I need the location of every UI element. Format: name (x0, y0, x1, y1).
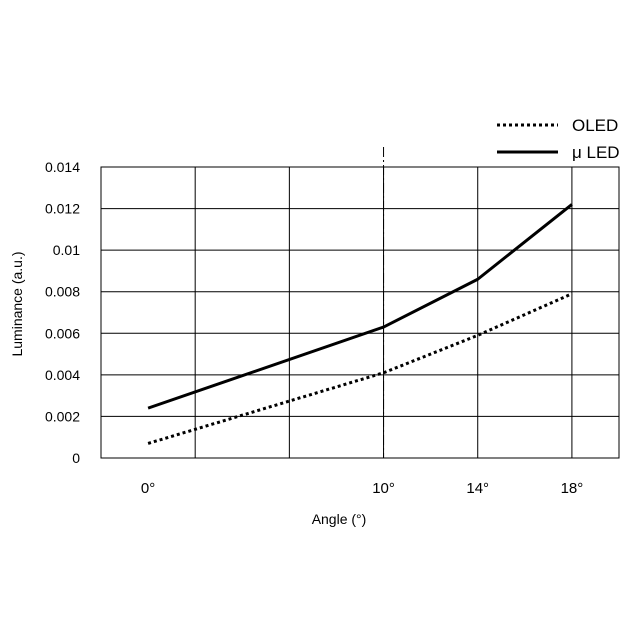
legend-label-uled: μ LED (572, 143, 620, 162)
x-tick-label: 14° (466, 480, 489, 497)
y-tick-labels: 0 0.002 0.004 0.006 0.008 0.01 0.012 0.014 (45, 159, 80, 466)
series-line-oled (148, 294, 572, 444)
series-line-uled (148, 204, 572, 408)
y-tick-label: 0.002 (45, 408, 80, 424)
y-tick-label: 0.01 (53, 242, 80, 258)
legend-label-oled: OLED (572, 116, 618, 135)
y-tick-label: 0 (72, 450, 80, 466)
x-axis-title: Angle (°) (312, 511, 367, 527)
y-tick-label: 0.014 (45, 159, 80, 175)
grid-lines (101, 167, 619, 458)
x-tick-label: 10° (372, 480, 395, 497)
x-tick-labels: 0° 10° 14° 18° (141, 480, 583, 497)
y-tick-label: 0.004 (45, 367, 80, 383)
x-tick-label: 0° (141, 480, 155, 497)
plot-frame (101, 167, 619, 458)
y-tick-label: 0.006 (45, 325, 80, 341)
y-axis-title: Luminance (a.u.) (9, 251, 25, 356)
legend: OLED μ LED (497, 116, 620, 162)
y-tick-label: 0.008 (45, 284, 80, 300)
x-tick-label: 18° (561, 480, 584, 497)
series-layer (148, 204, 572, 443)
y-tick-label: 0.012 (45, 201, 80, 217)
